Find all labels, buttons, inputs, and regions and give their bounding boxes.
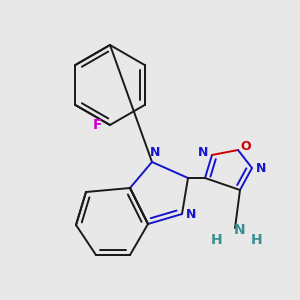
Text: N: N	[186, 208, 196, 220]
Text: N: N	[150, 146, 160, 160]
Text: H: H	[251, 233, 263, 247]
Text: N: N	[234, 223, 246, 237]
Text: N: N	[256, 161, 266, 175]
Text: H: H	[211, 233, 223, 247]
Text: O: O	[240, 140, 251, 154]
Text: F: F	[93, 118, 103, 132]
Text: N: N	[198, 146, 208, 158]
